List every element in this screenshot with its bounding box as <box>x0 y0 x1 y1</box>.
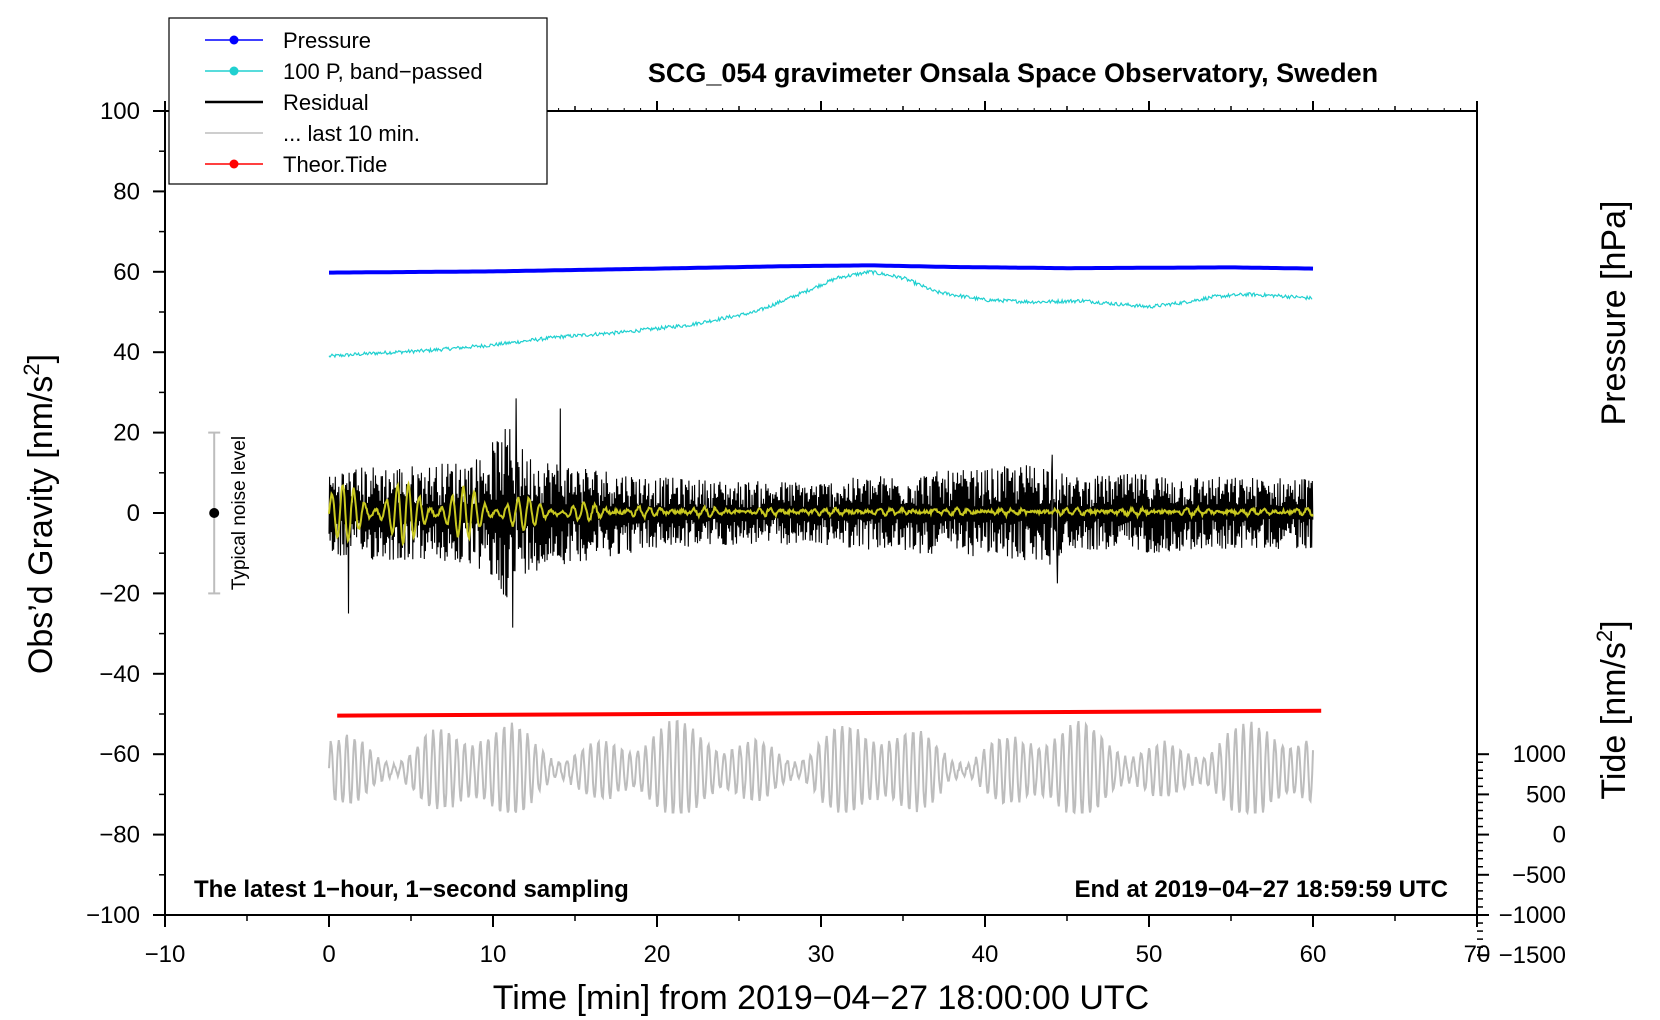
x-tick-label: 30 <box>808 941 835 968</box>
annotation-end-time: End at 2019−04−27 18:59:59 UTC <box>1074 876 1448 903</box>
y-axis-tide-title-tail: ] <box>1595 620 1633 629</box>
legend-label: Theor.Tide <box>283 152 387 177</box>
x-axis: −10 0 10 20 30 40 50 60 70 <box>145 101 1490 968</box>
x-tick-label: 40 <box>972 941 999 968</box>
x-tick-label: −10 <box>145 941 186 968</box>
y-axis-tide-title-sup: 2 <box>1592 630 1617 642</box>
annotation-sampling: The latest 1−hour, 1−second sampling <box>194 876 629 903</box>
y-tick-label: 0 <box>127 500 140 527</box>
y-tick-label: 60 <box>113 259 140 286</box>
y-tick-label: −40 <box>99 661 140 688</box>
noise-level-label: Typical noise level <box>229 436 250 590</box>
y-axis-left: −100 −80 −60 −40 −20 0 20 40 60 80 100 <box>86 98 165 929</box>
legend-entry: Residual <box>205 90 369 115</box>
legend-marker <box>229 35 239 45</box>
legend-entry: 100 P, band−passed <box>205 59 483 84</box>
series-theoretical-tide <box>337 708 1322 718</box>
tide-tick-label: 1000 <box>1513 741 1566 768</box>
y-tick-label: 20 <box>113 420 140 447</box>
y-axis-tide-title: Tide [nm/s2] <box>1592 620 1633 799</box>
legend-label: Pressure <box>283 28 371 53</box>
y-tick-label: 80 <box>113 178 140 205</box>
legend-entry: Pressure <box>205 28 371 53</box>
y-tick-label: −80 <box>99 822 140 849</box>
y-tick-label: −100 <box>86 902 140 929</box>
x-tick-label: 0 <box>322 941 335 968</box>
legend-marker <box>229 159 239 169</box>
series-pressure-band-passed <box>328 269 1313 359</box>
series-pressure <box>329 263 1314 275</box>
y-tick-label: −20 <box>99 580 140 607</box>
series-layer <box>328 263 1322 816</box>
x-tick-label: 50 <box>1136 941 1163 968</box>
y-axis-left-title-sup: 2 <box>19 363 44 375</box>
tide-tick-label: −1500 <box>1499 942 1566 969</box>
y-tick-label: 40 <box>113 339 140 366</box>
x-tick-label: 10 <box>480 941 507 968</box>
series-last-10-min <box>328 719 1314 816</box>
legend-label: ... last 10 min. <box>283 121 420 146</box>
noise-level-indicator: Typical noise level <box>208 431 250 595</box>
tide-tick-label: 500 <box>1526 781 1566 808</box>
tide-tick-label: −500 <box>1512 862 1566 889</box>
tide-tick-label: 0 <box>1553 822 1566 849</box>
x-axis-title: Time [min] from 2019−04−27 18:00:00 UTC <box>493 979 1149 1017</box>
legend-entry: Theor.Tide <box>205 152 387 177</box>
chart-title: SCG_054 gravimeter Onsala Space Observat… <box>648 58 1378 88</box>
y-tick-label: 100 <box>100 98 140 125</box>
y-axis-pressure-title: Pressure [hPa] <box>1595 201 1633 426</box>
legend-entry: ... last 10 min. <box>205 121 420 146</box>
y-axis-left-title-tail: ] <box>22 354 60 363</box>
legend: Pressure 100 P, band−passed Residual ... la… <box>168 17 548 185</box>
legend-marker <box>229 66 239 76</box>
x-tick-label: 60 <box>1300 941 1327 968</box>
y-axis-left-title: Obs’d Gravity [nm/s2] <box>19 354 60 674</box>
legend-label: Residual <box>283 90 369 115</box>
x-tick-label: 20 <box>644 941 671 968</box>
series-residual <box>328 398 1314 628</box>
y-tick-label: −60 <box>99 741 140 768</box>
y-axis-right-tide: −1500 −1000 −500 0 500 1000 <box>1477 741 1566 969</box>
series-residual-smoothed <box>328 480 1314 547</box>
noise-level-dot <box>209 508 220 518</box>
tide-tick-label: −1000 <box>1499 902 1566 929</box>
legend-label: 100 P, band−passed <box>283 59 483 84</box>
